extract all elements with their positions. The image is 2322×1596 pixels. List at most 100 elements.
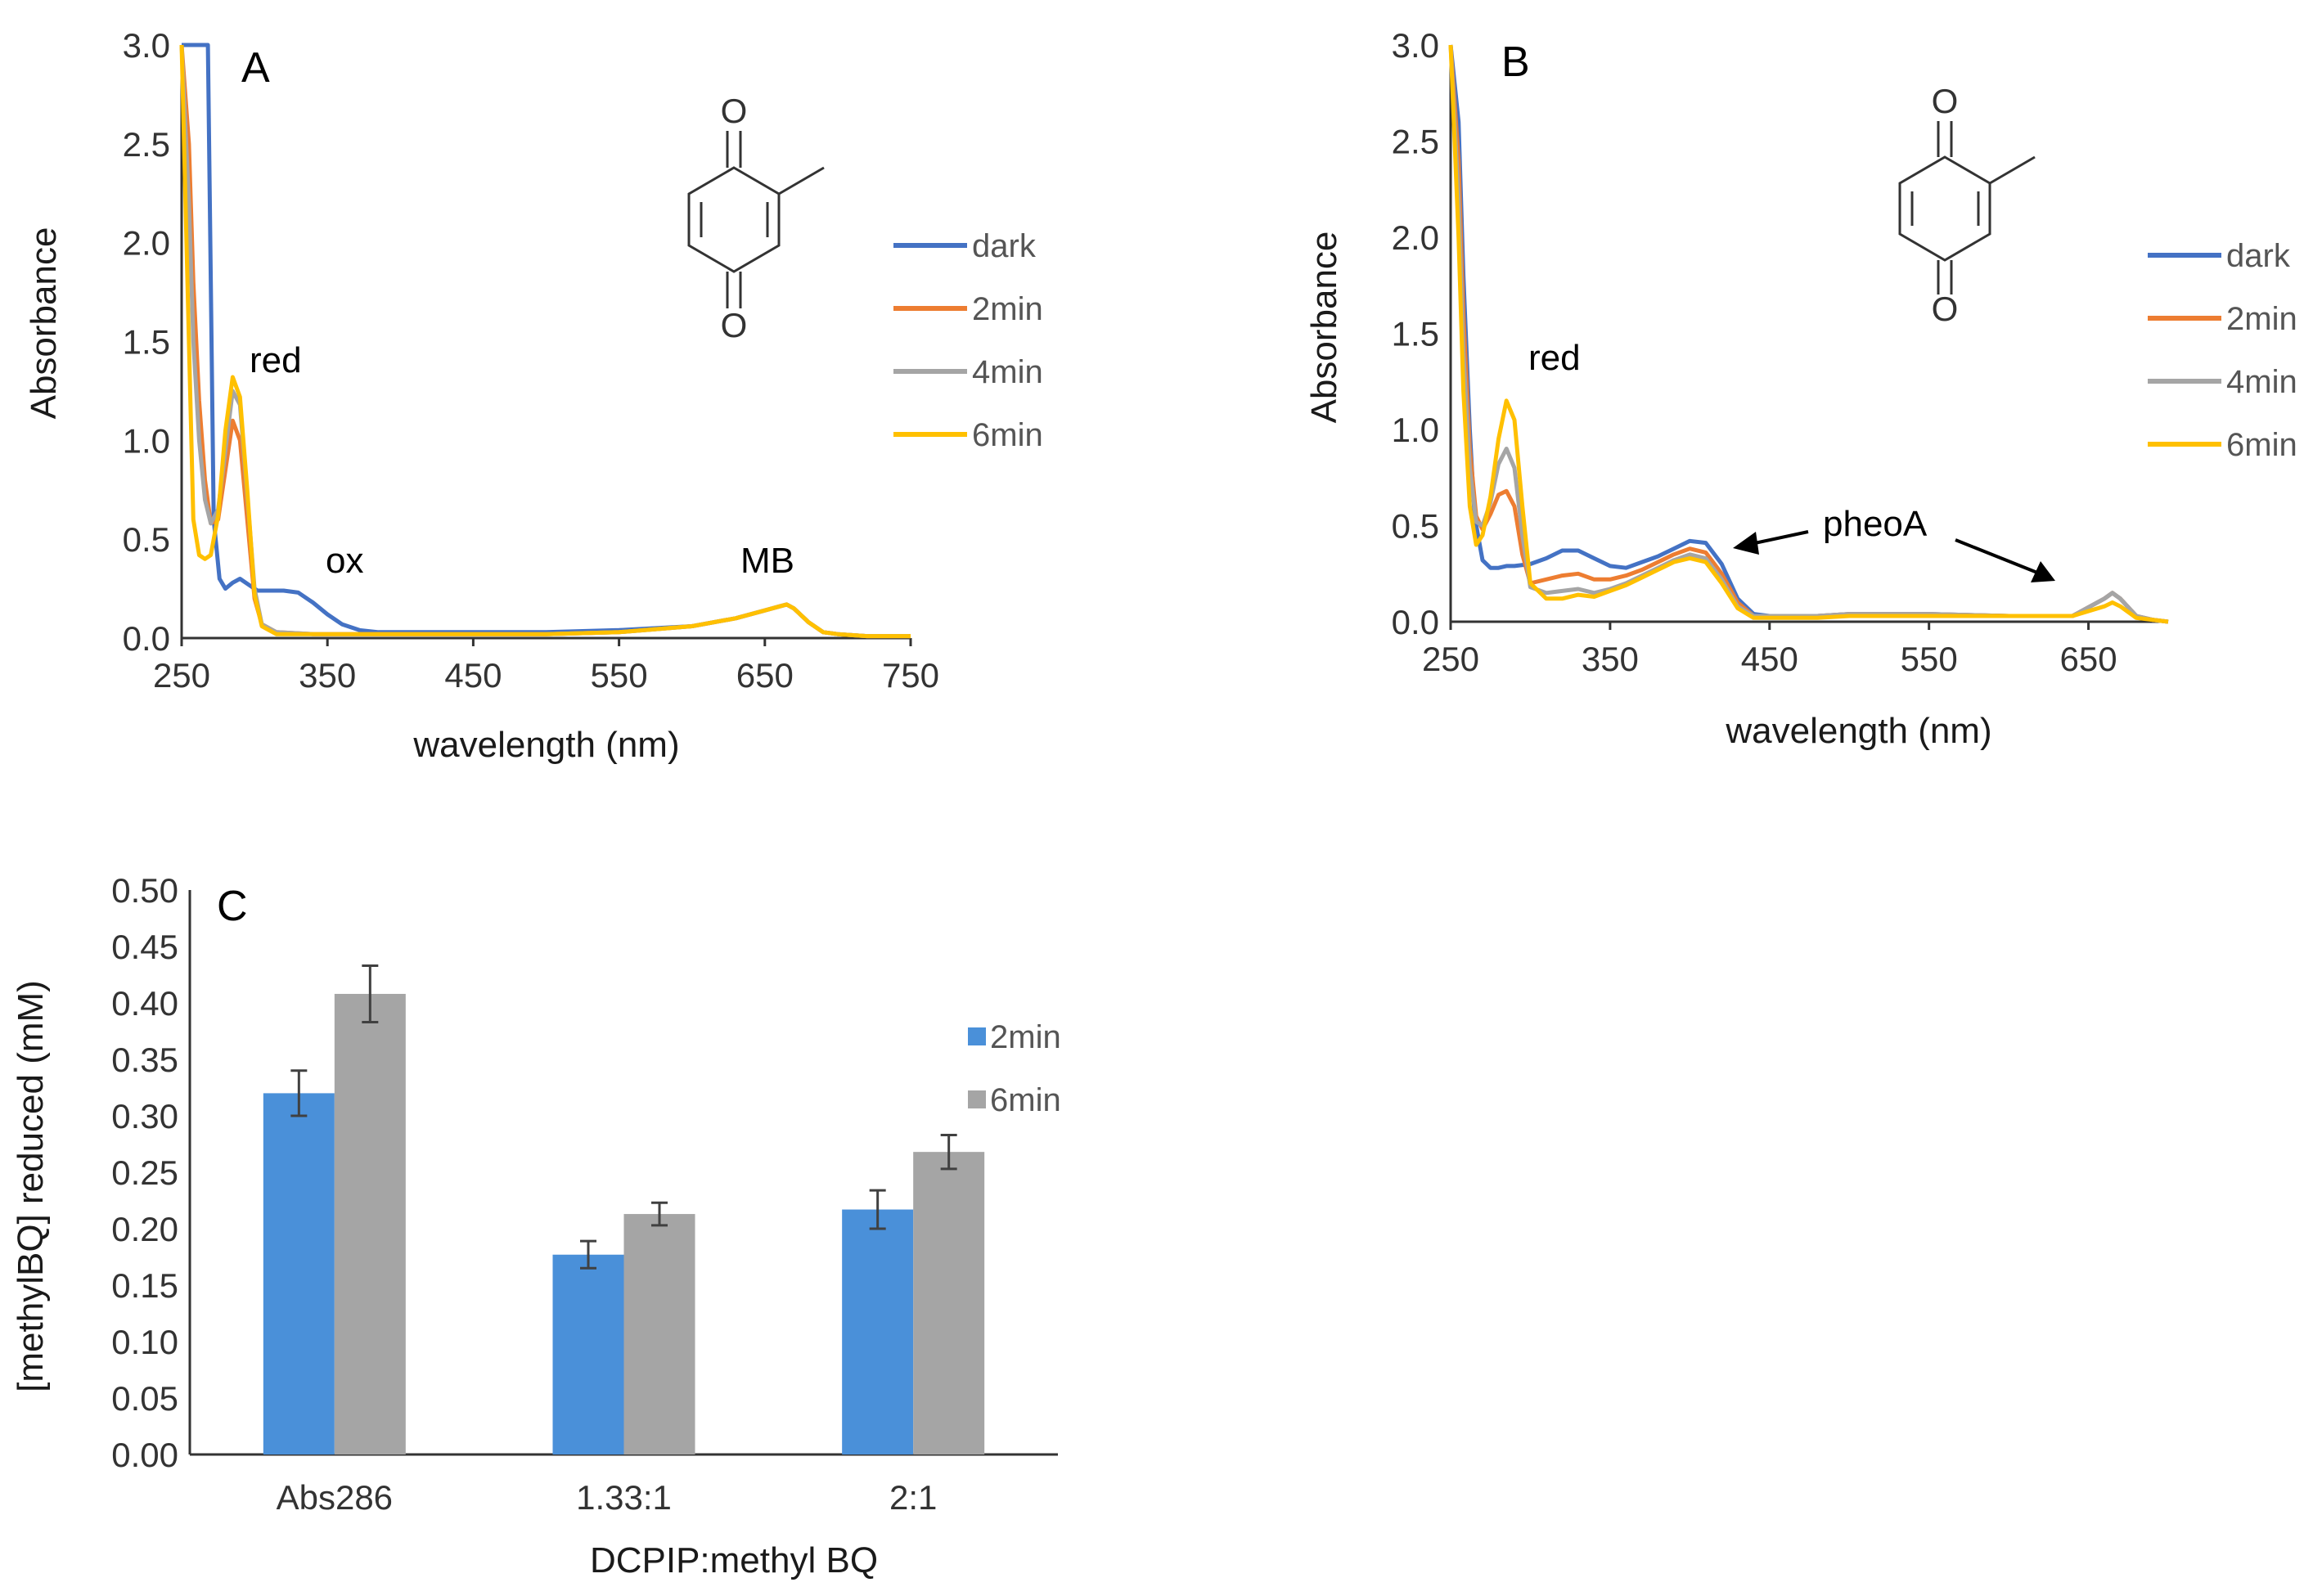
panel-b-series-lines	[1448, 44, 2169, 624]
panel-c-y-tick-label: 0.00	[111, 1436, 178, 1474]
panel-b-annotation-red: red	[1528, 338, 1581, 378]
panel-c-y-tick-label: 0.10	[111, 1323, 178, 1361]
panel-a-annotation-ox: ox	[326, 541, 363, 581]
panel-a-y-tick-label: 1.5	[123, 323, 170, 362]
panel-a-label: A	[241, 44, 270, 92]
panel-c-y-ticks: 0.00 0.05 0.10 0.15 0.20 0.25 0.30 0.35 0.40 0.45…	[111, 871, 178, 1474]
panel-b-series-2min-line	[1448, 44, 2169, 624]
panel-c-bar-6min	[623, 1214, 695, 1454]
panel-b-y-tick-label: 2.0	[1392, 218, 1439, 257]
panel-b-y-tick-label: 0.5	[1392, 507, 1439, 546]
panel-c-y-tick-label: 0.25	[111, 1153, 178, 1192]
panel-a-legend-label-dark: dark	[972, 228, 1037, 264]
panel-a-x-tick-label: 750	[882, 656, 939, 695]
panel-c-legend: 2min 6min	[968, 1019, 1061, 1118]
panel-b-x-tick-label: 450	[1741, 640, 1798, 678]
panel-b-x-tick-label: 350	[1582, 640, 1639, 678]
panel-c-legend-label-6min: 6min	[990, 1082, 1061, 1118]
panel-c-label: C	[217, 883, 248, 930]
panel-a-y-tick-label: 3.0	[123, 26, 170, 65]
panel-a-spectrum-chart: A Absorbance wavelength (nm) 0.0 0.5 1.0 1.…	[24, 26, 1043, 765]
panel-c-bars	[263, 964, 985, 1454]
panel-c-bar-chart: C [methylBQ] reduced (mM) DCPIP:methyl B…	[11, 871, 1061, 1580]
panel-a-annotation-mb: MB	[740, 541, 794, 581]
panel-b-x-axis-label: wavelength (nm)	[1725, 711, 1991, 751]
panel-a-annotation-red: red	[250, 340, 302, 380]
panel-a-y-tick-label: 2.0	[123, 224, 170, 263]
panel-c-legend-swatch-2min	[968, 1027, 986, 1045]
panel-c-y-tick-label: 0.35	[111, 1041, 178, 1079]
panel-a-legend-label-6min: 6min	[972, 417, 1043, 453]
panel-c-category-label: 2:1	[889, 1478, 937, 1517]
panel-b-y-axis-label: Absorbance	[1304, 232, 1344, 424]
panel-c-bar-6min	[334, 993, 406, 1454]
panel-c-bar-2min	[552, 1254, 624, 1454]
panel-b-methyl-benzoquinone-structure: O O	[1898, 82, 2036, 328]
panel-b-y-tick-label: 2.5	[1392, 123, 1439, 161]
panel-c-category-label: Abs286	[277, 1478, 393, 1517]
panel-b-y-ticks: 0.0 0.5 1.0 1.5 2.0 2.5 3.0	[1392, 26, 1439, 641]
panel-b-legend-label-dark: dark	[2226, 238, 2291, 274]
panel-a-series-lines	[179, 43, 911, 639]
panel-b-x-tick-label: 550	[1901, 640, 1958, 678]
panel-c-y-tick-label: 0.30	[111, 1097, 178, 1135]
panel-b-pheoa-arrows	[1733, 530, 2055, 582]
panel-b-spectrum-chart: B Absorbance wavelength (nm) 0.0 0.5 1.0 1.…	[1304, 26, 2297, 751]
panel-b-molecule-oxygen-top: O	[1932, 82, 1959, 120]
panel-a-x-ticks: 250 350 450 550 650 750	[153, 638, 939, 695]
panel-a-methyl-benzoquinone-structure: O O	[687, 92, 825, 344]
panel-c-bar-2min	[842, 1209, 914, 1454]
panel-b-axes	[1449, 45, 2168, 623]
panel-c-bar-6min	[913, 1152, 985, 1454]
panel-b-series-dark-line	[1448, 44, 2169, 624]
panel-c-category-label: 1.33:1	[576, 1478, 672, 1517]
panel-c-x-axis-label: DCPIP:methyl BQ	[590, 1540, 878, 1580]
panel-a-y-tick-label: 0.5	[123, 520, 170, 559]
panel-c-category-labels: Abs286 1.33:1 2:1	[277, 1478, 938, 1517]
panel-b-y-tick-label: 3.0	[1392, 26, 1439, 65]
panel-c-y-tick-label: 0.05	[111, 1379, 178, 1418]
panel-c-y-tick-label: 0.20	[111, 1210, 178, 1248]
panel-a-y-ticks: 0.0 0.5 1.0 1.5 2.0 2.5 3.0	[123, 26, 170, 658]
panel-b-molecule-oxygen-bottom: O	[1932, 290, 1959, 328]
panel-b-y-tick-label: 1.5	[1392, 315, 1439, 353]
panel-c-y-tick-label: 0.50	[111, 871, 178, 910]
panel-b-series-4min-line	[1448, 44, 2169, 624]
panel-b-x-tick-label: 650	[2060, 640, 2117, 678]
panel-c-y-tick-label: 0.45	[111, 928, 178, 966]
panel-a-x-tick-label: 450	[444, 656, 502, 695]
panel-b-annotation-pheoa: pheoA	[1823, 504, 1928, 544]
panel-a-y-tick-label: 2.5	[123, 125, 170, 164]
panel-a-series-6min-line	[179, 44, 911, 639]
panel-a-x-tick-label: 550	[591, 656, 648, 695]
panel-b-y-tick-label: 1.0	[1392, 411, 1439, 449]
panel-b-label: B	[1501, 38, 1530, 86]
panel-c-bar-2min	[263, 1093, 335, 1454]
panel-a-legend: dark 2min 4min 6min	[893, 228, 1043, 453]
panel-a-axes	[180, 45, 911, 640]
panel-a-y-axis-label: Absorbance	[24, 227, 64, 420]
panel-c-legend-label-2min: 2min	[990, 1019, 1061, 1055]
panel-a-y-tick-label: 1.0	[123, 421, 170, 460]
panel-a-x-axis-label: wavelength (nm)	[412, 725, 679, 765]
panel-b-y-tick-label: 0.0	[1392, 603, 1439, 641]
panel-c-y-tick-label: 0.40	[111, 984, 178, 1023]
panel-b-x-tick-label: 250	[1422, 640, 1479, 678]
panel-c-y-tick-label: 0.15	[111, 1266, 178, 1305]
panel-c-y-axis-label: [methylBQ] reduced (mM)	[11, 980, 51, 1392]
panel-b-legend-label-2min: 2min	[2226, 301, 2297, 337]
panel-a-molecule-oxygen-top: O	[721, 92, 748, 130]
panel-a-molecule-oxygen-bottom: O	[721, 306, 748, 344]
panel-a-x-tick-label: 250	[153, 656, 210, 695]
panel-b-series-6min-line	[1448, 44, 2169, 624]
panel-a-x-tick-label: 650	[736, 656, 794, 695]
panel-b-legend: dark 2min 4min 6min	[2148, 238, 2297, 463]
panel-a-y-tick-label: 0.0	[123, 619, 170, 658]
panel-c-legend-swatch-6min	[968, 1090, 986, 1108]
panel-a-legend-label-2min: 2min	[972, 291, 1043, 327]
panel-a-x-tick-label: 350	[299, 656, 356, 695]
panel-b-x-ticks: 250 350 450 550 650	[1422, 622, 2117, 678]
panel-b-legend-label-6min: 6min	[2226, 427, 2297, 463]
panel-b-legend-label-4min: 4min	[2226, 364, 2297, 400]
